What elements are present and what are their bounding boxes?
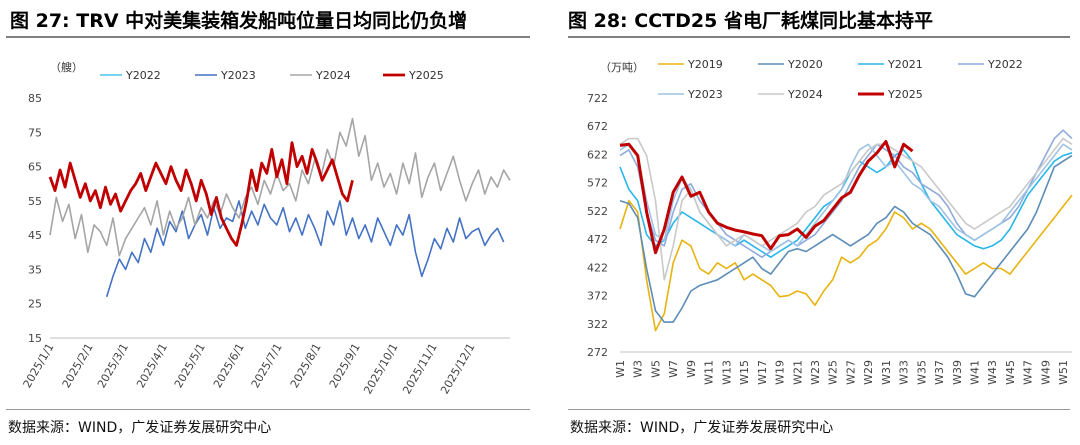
y-tick-label: 35 [28, 263, 42, 276]
x-tick-label: W27 [844, 360, 857, 385]
legend-label: Y2023 [220, 69, 256, 82]
x-tick-label: W45 [1004, 360, 1017, 385]
chart-panel-cctd25: 图 28: CCTD25 省电厂耗煤同比基本持平 （万吨） 272 322 372 42… [562, 0, 1080, 445]
legend-label: Y2025 [408, 69, 444, 82]
x-tick-label: W43 [986, 360, 999, 385]
y-tick-label: 522 [587, 205, 608, 218]
legend-label: Y2019 [687, 58, 723, 71]
x-tick-label: 2025/8/1 [288, 341, 324, 390]
source-rule [6, 409, 530, 410]
x-tick-label: W21 [791, 360, 804, 385]
series-line-y2025 [48, 141, 354, 247]
x-tick-label: W49 [1039, 360, 1052, 385]
x-tick-label: W25 [827, 360, 840, 385]
source-rule [568, 409, 1070, 410]
title-rule [568, 36, 1070, 38]
x-tick-label: 2025/7/1 [249, 341, 285, 390]
chart-title: 图 28: CCTD25 省电厂耗煤同比基本持平 [568, 10, 933, 32]
series-line-y2025 [619, 140, 914, 255]
x-tick-label: 2025/4/1 [134, 341, 170, 390]
x-tick-label: 2025/3/1 [95, 341, 131, 390]
legend-label: Y2024 [787, 88, 823, 101]
y-unit-label: （万吨） [600, 61, 644, 74]
x-tick-label: W47 [1022, 360, 1035, 385]
y-tick-label: 15 [28, 332, 42, 345]
y-tick-label: 622 [587, 148, 608, 161]
x-tick-label: 2025/11/1 [400, 341, 439, 396]
legend-label: Y2023 [687, 88, 723, 101]
y-tick-label: 272 [587, 346, 608, 359]
x-tick-label: 2025/5/1 [172, 341, 208, 390]
legend-label: Y2025 [887, 88, 923, 101]
y-tick-label: 572 [587, 177, 608, 190]
source-note: 数据来源：WIND，广发证券发展研究中心 [570, 420, 834, 436]
y-tick-label: 55 [28, 195, 42, 208]
y-tick-label: 75 [28, 126, 42, 139]
x-tick-label: W39 [951, 360, 964, 385]
legend-label: Y2021 [887, 58, 923, 71]
x-tick-label: W33 [898, 360, 911, 385]
x-tick-label: W37 [933, 360, 946, 385]
x-tick-label: W19 [774, 360, 787, 385]
x-tick-label: W41 [969, 360, 982, 385]
x-tick-label: W29 [862, 360, 875, 385]
series-line-y2021 [619, 149, 1073, 258]
legend-label: Y2022 [125, 69, 161, 82]
source-note: 数据来源：WIND，广发证券发展研究中心 [8, 420, 272, 436]
series-line-y2020 [619, 154, 1073, 323]
x-tick-label: W15 [738, 360, 751, 385]
x-tick-label: W7 [667, 360, 680, 378]
y-tick-label: 65 [28, 161, 42, 174]
y-tick-label: 672 [587, 120, 608, 133]
y-unit-label: （艘） [50, 60, 83, 74]
y-tick-label: 472 [587, 233, 608, 246]
y-tick-label: 25 [28, 298, 42, 311]
x-tick-label: W11 [703, 360, 716, 385]
x-tick-label: W3 [632, 360, 645, 378]
series-line-y2024 [619, 137, 1073, 281]
chart-panel-trv: 图 27: TRV 中对美集装箱发船吨位量日均同比仍负增 （艘） 15 25 35 45… [6, 10, 530, 436]
y-tick-label: 422 [587, 261, 608, 274]
y-tick-label: 722 [587, 92, 608, 105]
x-tick-label: 2025/9/1 [327, 341, 363, 390]
legend-label: Y2024 [315, 69, 351, 82]
x-tick-label: 2025/1/1 [21, 341, 57, 390]
x-tick-label: 2025/12/1 [438, 341, 477, 396]
title-rule [6, 36, 530, 38]
x-tick-label: 2025/10/1 [361, 341, 400, 396]
y-tick-label: 45 [28, 229, 42, 242]
series-line-y2023 [105, 200, 505, 298]
x-tick-label: 2025/6/1 [211, 341, 247, 390]
chart-title: 图 27: TRV 中对美集装箱发船吨位量日均同比仍负增 [10, 10, 468, 32]
x-tick-label: W1 [614, 360, 627, 378]
y-tick-label: 85 [28, 92, 42, 105]
x-tick-label: W51 [1057, 360, 1070, 385]
x-tick-label: W35 [915, 360, 928, 385]
x-tick-label: W31 [880, 360, 893, 385]
legend-label: Y2020 [787, 58, 823, 71]
y-tick-label: 372 [587, 290, 608, 303]
x-tick-label: 2025/2/1 [60, 341, 96, 390]
legend-label: Y2022 [987, 58, 1023, 71]
x-tick-label: W17 [756, 360, 769, 385]
x-tick-label: W9 [685, 360, 698, 378]
x-tick-label: W5 [649, 360, 662, 378]
y-tick-label: 322 [587, 318, 608, 331]
series-line-y2024 [49, 117, 511, 257]
x-tick-label: W23 [809, 360, 822, 385]
x-tick-label: W13 [720, 360, 733, 385]
